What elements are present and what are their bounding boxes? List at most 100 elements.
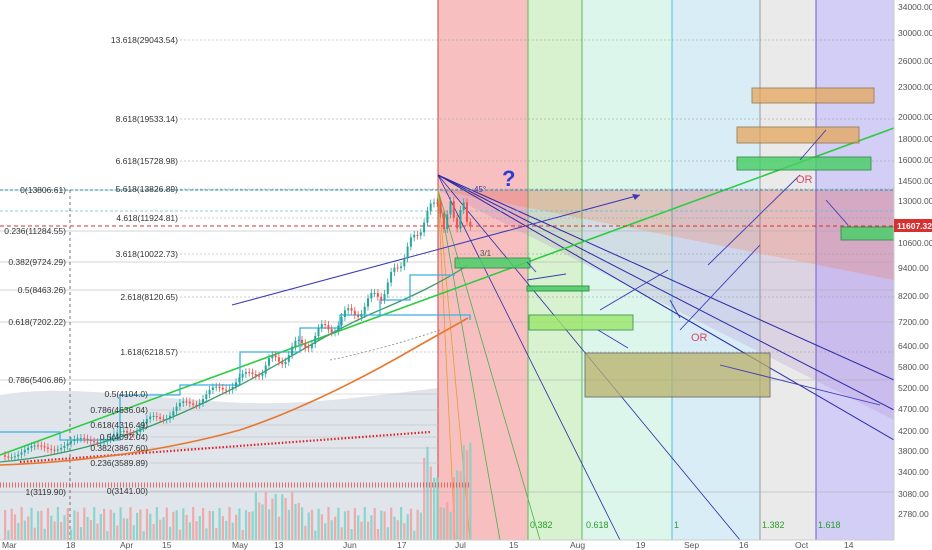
inner-fib-label: 0.5(4104.0) bbox=[105, 389, 149, 399]
time-zone-label: 1.382 bbox=[762, 520, 785, 530]
volume-bar bbox=[327, 507, 330, 540]
fib-extension-label: 6.618(15728.98) bbox=[116, 156, 179, 166]
candle-body bbox=[446, 214, 449, 229]
candle-body bbox=[363, 306, 366, 315]
time-axis[interactable] bbox=[0, 540, 932, 550]
y-tick-label: 8200.00 bbox=[898, 291, 929, 301]
y-tick-label: 3080.00 bbox=[898, 489, 929, 499]
volume-bar bbox=[63, 515, 66, 540]
volume-series bbox=[0, 442, 472, 540]
volume-bar bbox=[112, 512, 116, 540]
candle-body bbox=[251, 372, 254, 375]
volume-bar bbox=[264, 492, 267, 540]
volume-bar bbox=[330, 520, 333, 540]
candle-body bbox=[409, 237, 412, 247]
volume-bar bbox=[462, 445, 465, 540]
y-tick-label: 7200.00 bbox=[898, 317, 929, 327]
time-zone-3 bbox=[672, 0, 760, 540]
candle-body bbox=[310, 344, 313, 349]
inner-fib-labels: 0.5(4104.0) 0.786(4636.04) 0.618(4316.49) 0… bbox=[90, 389, 148, 496]
candle-body bbox=[116, 432, 119, 435]
volume-bar bbox=[314, 530, 317, 540]
volume-bar bbox=[452, 477, 455, 540]
volume-bar bbox=[274, 494, 277, 540]
candle-body bbox=[268, 358, 270, 366]
volume-bar bbox=[215, 528, 218, 540]
volume-bar bbox=[116, 525, 119, 540]
candle-body bbox=[37, 445, 39, 447]
candle-body bbox=[426, 210, 429, 223]
volume-bar bbox=[459, 470, 462, 540]
volume-bar bbox=[53, 521, 56, 540]
candle-body bbox=[96, 442, 99, 444]
candle-body bbox=[152, 415, 155, 417]
candle-body bbox=[175, 406, 178, 412]
channel-lower bbox=[0, 127, 895, 456]
volume-bar bbox=[73, 510, 76, 540]
volume-bar bbox=[343, 511, 347, 540]
y-tick-label: 6400.00 bbox=[898, 341, 929, 351]
volume-bar bbox=[202, 507, 205, 540]
volume-bar bbox=[103, 508, 106, 540]
candle-body bbox=[469, 221, 472, 227]
volume-bar bbox=[433, 477, 436, 540]
volume-bar bbox=[30, 507, 33, 540]
candle-body bbox=[188, 401, 191, 404]
time-zone-label: 0.618 bbox=[586, 520, 609, 530]
x-tick-label: 18 bbox=[66, 540, 76, 550]
volume-bar bbox=[241, 530, 244, 540]
candle-body bbox=[307, 347, 310, 349]
candle-body bbox=[274, 355, 277, 358]
volume-bar bbox=[56, 507, 59, 540]
volume-bar bbox=[182, 508, 185, 540]
volume-bar bbox=[119, 507, 122, 540]
y-tick-label: 18000.00 bbox=[898, 134, 932, 144]
volume-bar bbox=[192, 507, 195, 540]
volume-bar bbox=[238, 508, 241, 540]
volume-bar bbox=[218, 507, 221, 540]
candle-body bbox=[324, 324, 327, 326]
candle-body bbox=[320, 324, 323, 329]
price-axis[interactable] bbox=[894, 0, 932, 540]
volume-bar bbox=[122, 518, 125, 540]
fib-extension-label: 1.618(6218.57) bbox=[120, 347, 178, 357]
candle-body bbox=[383, 293, 386, 300]
channel-upper bbox=[231, 194, 641, 306]
candle-body bbox=[314, 336, 317, 345]
candle-body bbox=[416, 234, 419, 236]
volume-bar bbox=[390, 507, 393, 540]
volume-bar bbox=[231, 522, 234, 540]
x-tick-label: May bbox=[232, 540, 249, 550]
candle-body bbox=[73, 439, 76, 442]
candle-body bbox=[20, 452, 23, 455]
volume-bar bbox=[419, 512, 422, 540]
volume-bar bbox=[43, 528, 46, 540]
candle-body bbox=[254, 374, 257, 376]
fib-extension-label: 8.618(19533.14) bbox=[116, 114, 179, 124]
candle-body bbox=[99, 442, 102, 444]
time-zone-label: 0.382 bbox=[530, 520, 553, 530]
candle-body bbox=[129, 432, 132, 435]
candle-body bbox=[357, 315, 360, 318]
fib-retracement-label: 0.618(7202.22) bbox=[8, 317, 66, 327]
candle-body bbox=[56, 449, 59, 451]
candle-body bbox=[327, 325, 330, 330]
volume-bar bbox=[439, 507, 442, 540]
volume-bar bbox=[363, 507, 366, 540]
candle-body bbox=[215, 386, 218, 388]
x-tick-label: Apr bbox=[120, 540, 133, 550]
volume-bar bbox=[429, 466, 432, 540]
x-tick-label: 16 bbox=[739, 540, 749, 550]
candle-body bbox=[350, 308, 353, 311]
volume-bar bbox=[70, 529, 73, 540]
fib-extension-label: 4.618(11924.81) bbox=[116, 213, 178, 223]
volume-bar bbox=[152, 523, 155, 540]
candle-body bbox=[393, 267, 396, 272]
volume-bar bbox=[248, 512, 251, 540]
candle-body bbox=[294, 340, 297, 347]
candlestick-series bbox=[4, 197, 472, 462]
candle-body bbox=[205, 394, 208, 400]
volume-bar bbox=[307, 512, 310, 540]
candle-body bbox=[192, 403, 195, 405]
